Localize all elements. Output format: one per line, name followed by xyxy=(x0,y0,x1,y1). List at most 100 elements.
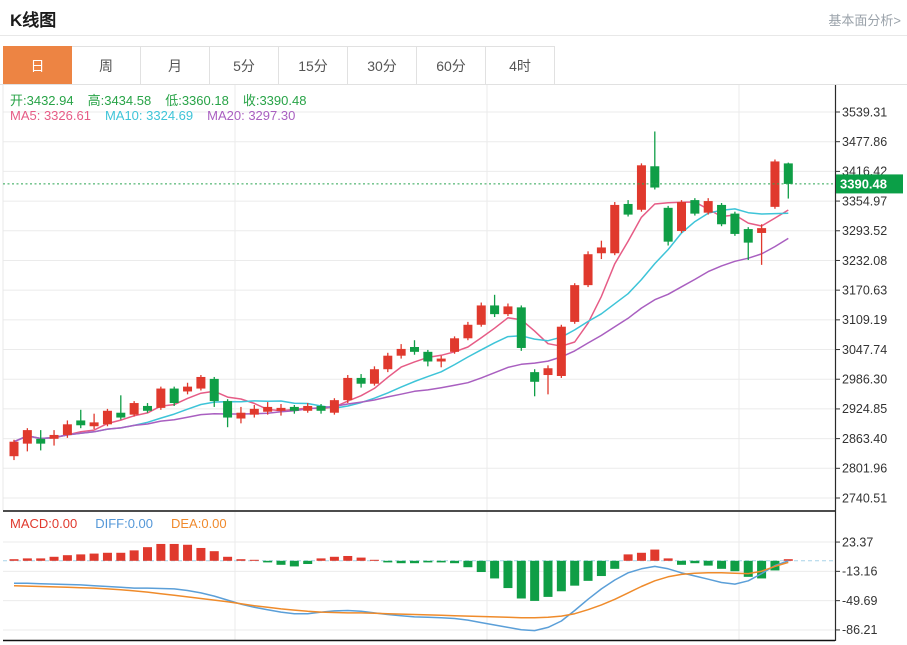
legend-item: MACD:0.00 xyxy=(10,516,78,531)
candle-body xyxy=(49,434,59,439)
y-axis-label: 2924.85 xyxy=(842,402,887,416)
tab-4hour[interactable]: 4时 xyxy=(486,46,555,84)
macd-histogram-bar xyxy=(209,551,219,561)
candle-body xyxy=(663,207,673,242)
candle-body xyxy=(490,305,500,315)
timeframe-tabs: 日周月 5分 15分 30分 60分 4时 xyxy=(3,46,555,84)
candle-body xyxy=(169,388,179,404)
candle-body xyxy=(276,407,286,411)
macd-histogram-bar xyxy=(543,560,553,597)
macd-histogram-bar xyxy=(423,560,433,563)
macd-histogram-bar xyxy=(503,560,513,589)
page-title: K线图 xyxy=(10,11,57,30)
candle-body xyxy=(223,401,233,418)
y-axis-label: 23.37 xyxy=(842,535,873,549)
ma10-line xyxy=(13,208,789,443)
candle-body xyxy=(143,405,152,411)
candle-body xyxy=(530,372,540,382)
legend-item: DEA:0.00 xyxy=(171,516,227,531)
macd-indicator-chart[interactable]: 23.37 -13.16 -49.69 -86.21 xyxy=(0,510,907,645)
candle-body xyxy=(543,368,553,376)
candle-body xyxy=(62,424,72,435)
macd-histogram-bar xyxy=(89,553,99,561)
macd-histogram-bar xyxy=(49,556,59,561)
candle-body xyxy=(9,441,19,457)
macd-histogram-bar xyxy=(410,560,419,564)
candle-body xyxy=(102,410,112,425)
y-axis-label: 3354.97 xyxy=(842,194,887,208)
macd-histogram-bar xyxy=(169,543,179,561)
candle-body xyxy=(156,388,166,408)
macd-histogram-bar xyxy=(450,560,460,564)
macd-histogram-bar xyxy=(129,550,139,561)
candle-body xyxy=(22,430,32,444)
candle-body xyxy=(410,346,419,352)
y-axis-label: 3232.08 xyxy=(842,254,887,268)
current-price-badge-text: 3390.48 xyxy=(840,176,887,191)
tabs-bottom-border xyxy=(0,84,907,85)
tab-day[interactable]: 日 xyxy=(3,46,72,84)
candle-body xyxy=(196,376,206,389)
fundamental-analysis-link[interactable]: 基本面分析> xyxy=(828,13,901,28)
macd-histogram-bar xyxy=(743,560,753,577)
candle-body xyxy=(423,351,433,362)
tab-week[interactable]: 周 xyxy=(72,46,141,84)
candle-body xyxy=(436,358,446,362)
macd-histogram-bar xyxy=(116,552,126,561)
candle-body xyxy=(463,324,473,339)
legend-item: 低:3360.18 xyxy=(165,93,229,108)
macd-histogram-bar xyxy=(156,543,166,561)
candle-body xyxy=(303,405,313,411)
candle-body xyxy=(396,348,406,356)
candle-body xyxy=(730,213,740,234)
macd-histogram-bar xyxy=(316,558,326,561)
y-axis-label: -86.21 xyxy=(842,623,877,637)
macd-histogram-bar xyxy=(636,552,646,561)
macd-histogram-bar xyxy=(783,559,793,561)
tab-15min[interactable]: 15分 xyxy=(279,46,348,84)
header-divider xyxy=(0,35,907,36)
main-candlestick-chart[interactable]: 3539.313477.863416.423354.973293.523232.… xyxy=(0,85,907,510)
candle-body xyxy=(636,165,646,210)
legend-item: 高:3434.58 xyxy=(87,93,152,108)
y-axis-label: 2863.40 xyxy=(842,432,887,446)
tab-5min[interactable]: 5分 xyxy=(210,46,279,84)
macd-histogram-bar xyxy=(356,557,366,561)
candle-body xyxy=(717,204,727,225)
candle-body xyxy=(249,408,259,415)
y-axis-label: 3170.63 xyxy=(842,283,887,297)
macd-histogram-bar xyxy=(463,560,473,568)
macd-histogram-bar xyxy=(223,556,233,561)
tab-30min[interactable]: 30分 xyxy=(348,46,417,84)
candle-body xyxy=(783,163,793,184)
y-axis-label: 3293.52 xyxy=(842,224,887,238)
candle-body xyxy=(289,406,299,411)
macd-histogram-bar xyxy=(143,547,152,561)
candle-body xyxy=(503,306,513,315)
macd-histogram-bar xyxy=(36,558,46,561)
macd-histogram-bar xyxy=(530,560,540,601)
candle-body xyxy=(236,412,246,419)
candle-body xyxy=(263,406,273,412)
candle-body xyxy=(36,438,46,444)
candle-body xyxy=(183,386,193,392)
macd-histogram-bar xyxy=(369,559,379,561)
y-axis-label: 3109.19 xyxy=(842,313,887,327)
candle-body xyxy=(329,400,339,413)
candle-body xyxy=(316,405,326,411)
y-axis-label: -13.16 xyxy=(842,565,877,579)
legend-item: 开:3432.94 xyxy=(10,93,74,108)
y-axis-label: 2740.51 xyxy=(842,491,887,505)
macd-histogram-bar xyxy=(289,560,299,567)
candle-body xyxy=(556,326,566,376)
macd-histogram-bar xyxy=(476,560,486,573)
macd-legend: MACD:0.00 DIFF:0.00 DEA:0.00 xyxy=(10,516,227,531)
tab-month[interactable]: 月 xyxy=(141,46,210,84)
macd-histogram-bar xyxy=(236,559,246,561)
macd-histogram-bar xyxy=(183,544,193,561)
candle-body xyxy=(596,247,606,254)
macd-histogram-bar xyxy=(663,558,673,561)
tab-60min[interactable]: 60分 xyxy=(417,46,486,84)
y-axis-label: 3539.31 xyxy=(842,105,887,119)
macd-histogram-bar xyxy=(329,556,339,561)
